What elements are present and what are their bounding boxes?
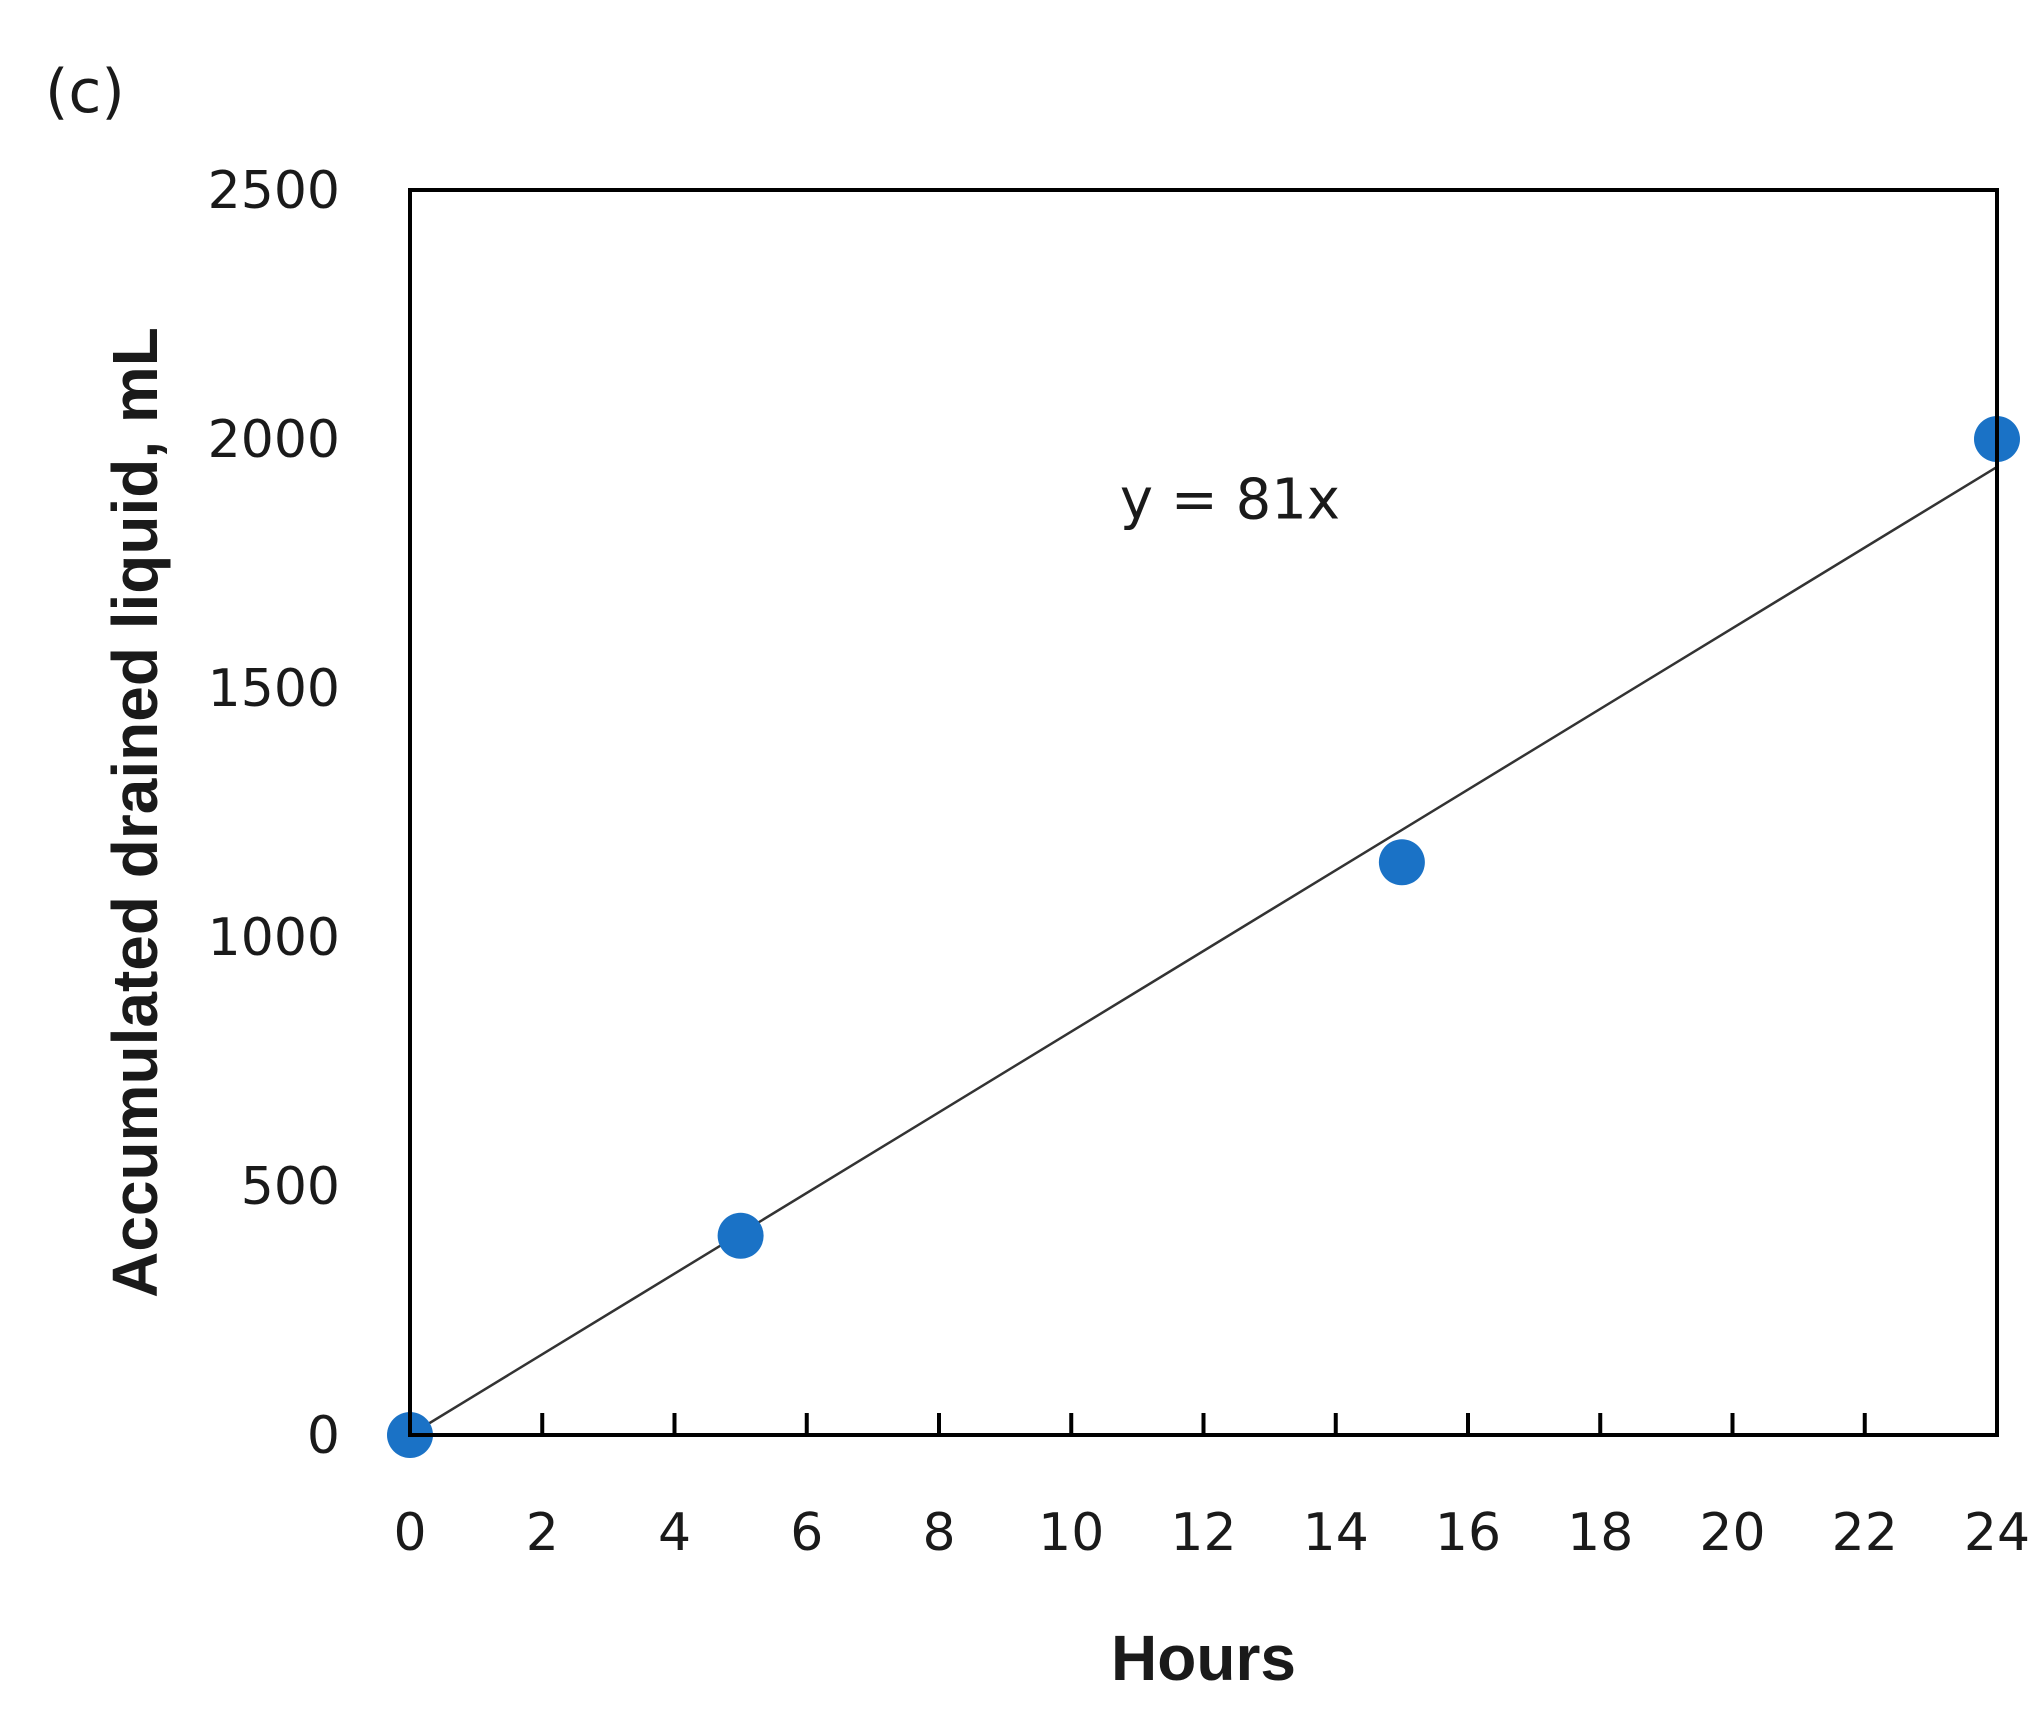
x-tick-label: 18 (1567, 1503, 1633, 1563)
x-tick-label: 8 (922, 1503, 955, 1563)
y-tick-label: 2000 (208, 410, 340, 470)
trendline-equation: y = 81x (1120, 468, 1340, 533)
data-point (717, 1212, 764, 1259)
x-tick-label: 20 (1699, 1503, 1765, 1563)
x-tick-label: 12 (1170, 1503, 1236, 1563)
x-tick-label: 10 (1038, 1503, 1104, 1563)
x-axis-title: Hours (1111, 1622, 1296, 1694)
y-tick-label: 2500 (208, 161, 340, 221)
x-tick-label: 0 (393, 1503, 426, 1563)
y-tick-label: 500 (241, 1157, 340, 1217)
x-tick-label: 2 (526, 1503, 559, 1563)
x-tick-label: 22 (1832, 1503, 1898, 1563)
x-axis-tick-labels: 0 2 4 6 8 10 12 14 16 18 20 22 24 (393, 1503, 2030, 1563)
data-points (387, 416, 2020, 1458)
x-tick-label: 14 (1303, 1503, 1369, 1563)
x-tick-label: 4 (658, 1503, 691, 1563)
panel-label: (c) (45, 57, 125, 127)
y-tick-label: 1500 (208, 659, 340, 719)
x-tick-label: 24 (1964, 1503, 2030, 1563)
plot-area-frame (408, 188, 1999, 1437)
data-point (1378, 839, 1425, 886)
x-tick-label: 16 (1435, 1503, 1501, 1563)
x-axis-ticks (540, 1413, 1867, 1435)
trendline (409, 465, 1998, 1437)
y-tick-label: 1000 (208, 908, 340, 968)
y-tick-label: 0 (307, 1406, 340, 1466)
x-tick-label: 6 (790, 1503, 823, 1563)
y-axis-tick-labels: 0 500 1000 1500 2000 2500 (208, 161, 340, 1466)
y-axis-title: Accumulated drained liquid, mL (99, 327, 171, 1298)
